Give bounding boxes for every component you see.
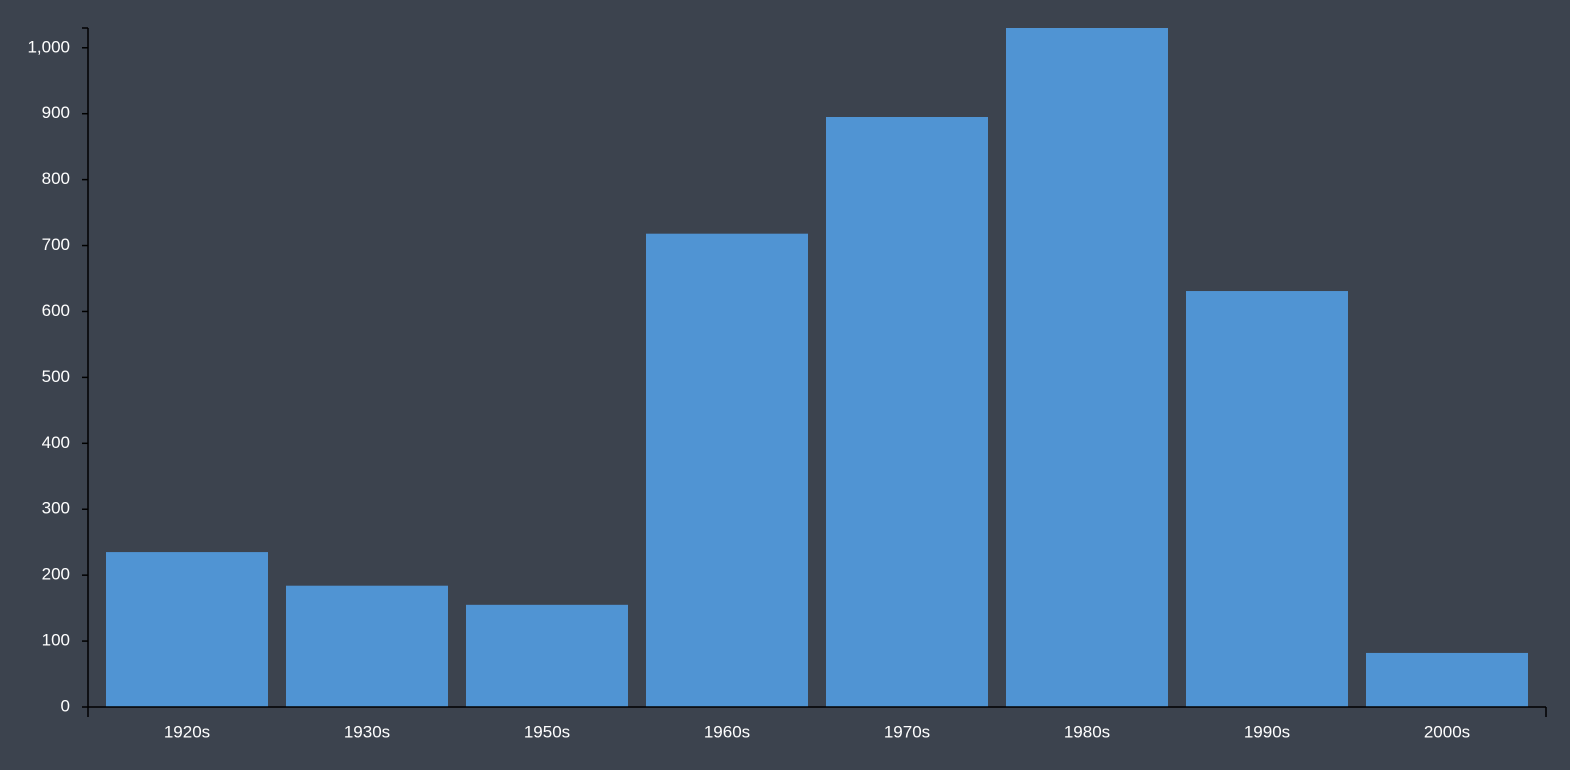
bar — [466, 604, 628, 707]
x-tick-label: 1970s — [884, 722, 930, 741]
bar — [286, 585, 448, 707]
x-tick-label: 1980s — [1064, 722, 1110, 741]
y-tick-label: 600 — [42, 301, 70, 320]
bar — [1186, 291, 1348, 707]
y-tick-label: 100 — [42, 631, 70, 650]
y-tick-label: 700 — [42, 235, 70, 254]
x-tick-label: 1920s — [164, 722, 210, 741]
bar — [826, 116, 988, 708]
y-tick-label: 1,000 — [27, 37, 70, 56]
x-tick-label: 2000s — [1424, 722, 1470, 741]
x-tick-label: 1950s — [524, 722, 570, 741]
y-tick-label: 500 — [42, 367, 70, 386]
bar — [1366, 652, 1528, 707]
x-tick-label: 1990s — [1244, 722, 1290, 741]
bar — [646, 233, 808, 707]
x-tick-label: 1960s — [704, 722, 750, 741]
y-tick-label: 400 — [42, 433, 70, 452]
x-tick-label: 1930s — [344, 722, 390, 741]
bar — [106, 552, 268, 707]
y-tick-label: 300 — [42, 499, 70, 518]
bar — [1006, 28, 1168, 707]
y-tick-label: 800 — [42, 169, 70, 188]
y-tick-label: 900 — [42, 103, 70, 122]
y-tick-label: 200 — [42, 565, 70, 584]
y-tick-label: 0 — [61, 696, 70, 715]
